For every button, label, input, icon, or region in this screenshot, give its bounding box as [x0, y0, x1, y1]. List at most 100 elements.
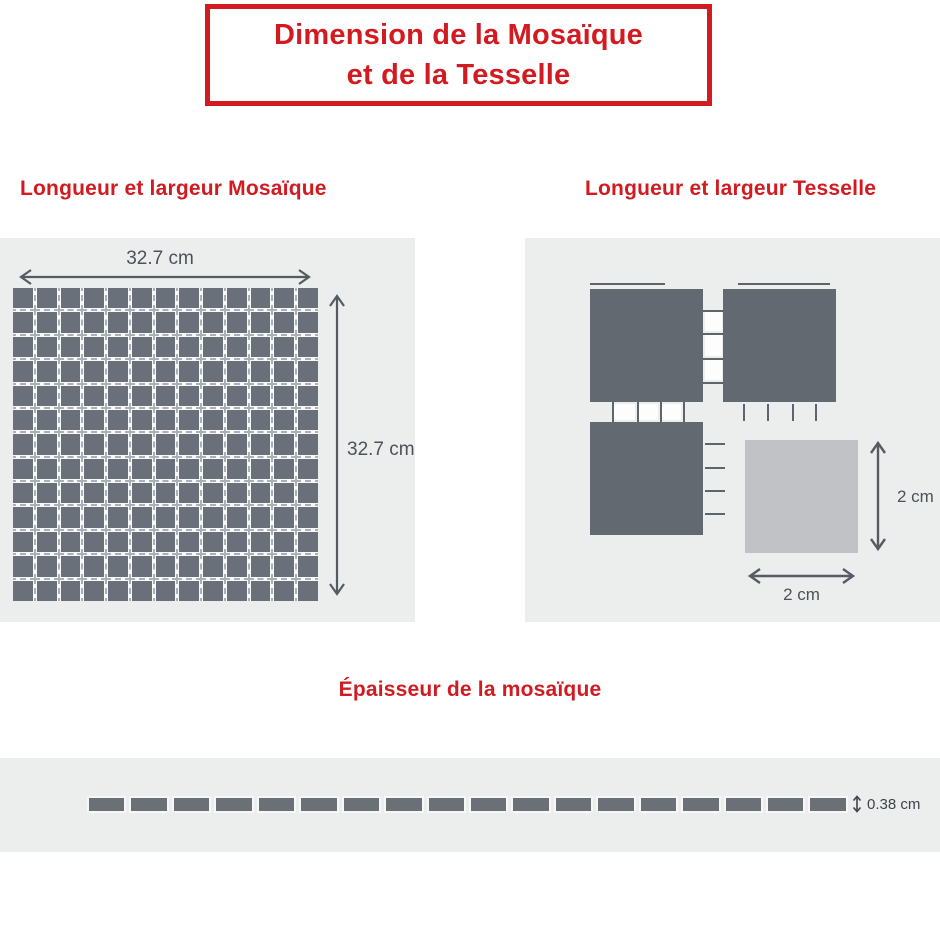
mesh-tick	[705, 513, 725, 515]
mosaic-tile	[81, 480, 108, 507]
side-view-segment	[426, 796, 466, 813]
mosaic-tile	[13, 528, 36, 556]
mosaic-tile	[295, 577, 318, 601]
mosaic-tile	[57, 504, 84, 531]
mosaic-tile	[128, 382, 155, 409]
side-view-segment	[171, 796, 212, 813]
side-view-segment	[87, 796, 127, 813]
mosaic-tile	[81, 333, 108, 361]
mosaic-tile	[223, 333, 250, 361]
mosaic-tile	[223, 455, 250, 483]
mosaic-tile	[33, 431, 60, 458]
mosaic-tile	[295, 288, 318, 312]
mosaic-tile	[105, 480, 131, 507]
mosaic-tile	[223, 358, 250, 385]
mosaic-tile	[200, 455, 226, 483]
grout-joint	[705, 360, 722, 380]
mosaic-tile	[247, 577, 274, 601]
mosaic-tile	[200, 288, 226, 312]
mosaic-tile	[152, 382, 179, 409]
mosaic-tile	[247, 553, 274, 580]
mosaic-tile	[295, 309, 318, 336]
mosaic-tile	[271, 309, 298, 336]
mesh-tick	[705, 443, 725, 445]
mosaic-tile	[295, 553, 318, 580]
mosaic-section-heading: Longueur et largeur Mosaïque	[20, 177, 327, 200]
mosaic-tile	[247, 504, 274, 531]
mosaic-tile	[81, 431, 108, 458]
mosaic-tile	[81, 309, 108, 336]
mosaic-tile	[223, 431, 250, 458]
mosaic-tile	[128, 358, 155, 385]
mosaic-tile	[57, 333, 84, 361]
mosaic-tile	[176, 480, 203, 507]
mosaic-tile	[57, 406, 84, 434]
mosaic-tile	[152, 333, 179, 361]
mosaic-tile	[295, 504, 318, 531]
mosaic-tile	[33, 504, 60, 531]
mosaic-tile	[247, 528, 274, 556]
side-view-segment	[553, 796, 594, 813]
mosaic-tile	[271, 406, 298, 434]
mosaic-tile	[247, 455, 274, 483]
mosaic-tile	[295, 406, 318, 434]
mosaic-tile	[271, 288, 298, 312]
mosaic-tile	[200, 480, 226, 507]
mosaic-tile	[176, 528, 203, 556]
mosaic-tile	[247, 431, 274, 458]
mosaic-tile	[81, 358, 108, 385]
mosaic-tile	[271, 455, 298, 483]
mosaic-height-arrow-icon	[329, 294, 345, 596]
mosaic-tile	[271, 333, 298, 361]
mosaic-tile	[223, 480, 250, 507]
mosaic-tile	[176, 577, 203, 601]
side-view-segment	[723, 796, 763, 813]
mosaic-height-label: 32.7 cm	[347, 439, 415, 460]
mosaic-tile	[81, 455, 108, 483]
mosaic-tile	[152, 288, 179, 312]
mosaic-tile	[81, 553, 108, 580]
mosaic-tile	[13, 455, 36, 483]
mosaic-tile	[247, 288, 274, 312]
mesh-line	[703, 382, 724, 384]
mosaic-tile	[176, 309, 203, 336]
mosaic-tile	[13, 288, 36, 312]
mosaic-tile	[152, 528, 179, 556]
mosaic-tile	[128, 431, 155, 458]
side-view-segment	[214, 796, 254, 813]
mosaic-tile	[152, 406, 179, 434]
page-title-line2: et de la Tesselle	[346, 59, 571, 91]
mosaic-tile	[13, 431, 36, 458]
mesh-tick	[792, 404, 794, 421]
mosaic-tile	[247, 358, 274, 385]
mosaic-tile	[176, 288, 203, 312]
mosaic-tile	[57, 288, 84, 312]
mosaic-tile	[200, 382, 226, 409]
mosaic-tile	[128, 288, 155, 312]
mosaic-tile	[81, 382, 108, 409]
mosaic-width-arrow-icon	[19, 269, 311, 285]
mosaic-panel: 32.7 cm 32.7 cm	[0, 238, 415, 622]
mosaic-tile	[105, 577, 131, 601]
mosaic-tile	[33, 455, 60, 483]
tesselle-panel: 2 cm 2 cm	[525, 238, 940, 622]
mosaic-tile	[105, 431, 131, 458]
mosaic-tile	[271, 431, 298, 458]
mosaic-tile	[33, 406, 60, 434]
mosaic-tile	[13, 480, 36, 507]
thickness-panel: 0.38 cm	[0, 758, 940, 852]
mosaic-tile	[57, 455, 84, 483]
mosaic-tile	[223, 309, 250, 336]
mosaic-tile	[176, 333, 203, 361]
mosaic-tile	[176, 455, 203, 483]
tesselle-square-top-left	[590, 289, 703, 402]
mosaic-tile	[200, 577, 226, 601]
mosaic-tile	[57, 382, 84, 409]
grout-joint	[705, 312, 722, 331]
tesselle-square-bottom-left	[590, 422, 703, 535]
mosaic-tile	[200, 431, 226, 458]
mosaic-tile	[271, 577, 298, 601]
mosaic-tile	[13, 553, 36, 580]
mesh-line	[612, 402, 614, 422]
side-view-segment	[681, 796, 721, 813]
